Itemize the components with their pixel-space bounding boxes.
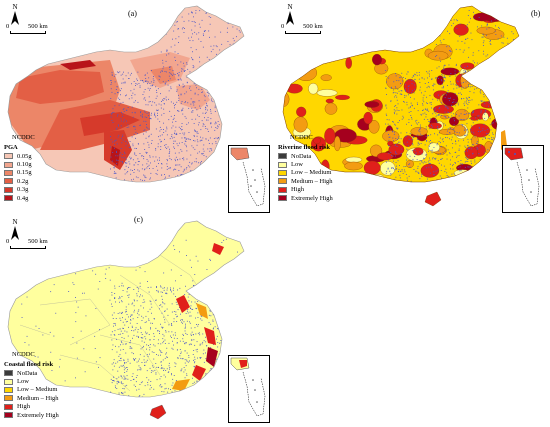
legend-item: Low – Medium: [4, 386, 59, 394]
south-china-sea-inset: [502, 145, 544, 213]
panel-b-riverine-flood-map: N 0 500 km (b) NCDDC: [275, 0, 550, 215]
credit-text: NCDDC: [290, 134, 313, 141]
panel-label: (a): [128, 9, 137, 18]
south-china-sea-inset: [228, 355, 270, 423]
panel-label: (b): [531, 9, 541, 18]
legend-item: NoData: [278, 152, 333, 160]
legend-title: Riverine flood risk: [278, 144, 330, 151]
legend-swatch: [4, 195, 13, 202]
north-arrow: N: [8, 4, 22, 25]
legend-swatch: [278, 153, 287, 160]
legend-swatch: [278, 195, 287, 202]
legend-item: Low: [278, 160, 333, 168]
china-coastal-flood-map: [7, 220, 245, 420]
legend-swatch: [4, 169, 13, 176]
legend-item: 0.05g: [4, 152, 32, 160]
north-arrow: N: [8, 219, 22, 240]
legend-item: Low – Medium: [278, 169, 333, 177]
legend-title: Coastal flood risk: [4, 361, 54, 368]
legend-swatch: [278, 178, 287, 185]
legend-swatch: [4, 186, 13, 193]
legend-item: 0.2g: [4, 177, 32, 185]
legend-swatch: [4, 395, 13, 402]
north-arrow: N: [283, 4, 297, 25]
legend-item: Medium – High: [4, 394, 59, 402]
legend-swatch: [4, 161, 13, 168]
legend-item: 0.4g: [4, 194, 32, 202]
legend-riverine-flood-risk: Riverine flood risk NoData Low Low – Med…: [278, 144, 333, 202]
panel-a-seismic-map: N 0 500 km (a): [0, 0, 275, 215]
panel-label: (c): [134, 215, 143, 224]
north-arrow-icon: [11, 11, 19, 25]
legend-swatch: [4, 378, 13, 385]
china-riverine-flood-map: [282, 5, 520, 207]
legend-swatch: [278, 186, 287, 193]
north-arrow-icon: [286, 11, 294, 25]
legend-swatch: [4, 412, 13, 419]
legend-item: Low: [4, 377, 59, 385]
legend-pga: PGA 0.05g 0.10g 0.15g 0.2g 0.3g 0.4g: [4, 144, 32, 202]
panel-c-coastal-flood-map: N 0 500 km (c): [0, 215, 275, 427]
china-pga-map: [7, 5, 245, 183]
legend-swatch: [4, 403, 13, 410]
north-arrow-icon: [11, 226, 19, 240]
legend-item: High: [278, 186, 333, 194]
legend-title: PGA: [4, 144, 18, 151]
legend-coastal-flood-risk: Coastal flood risk NoData Low Low – Medi…: [4, 361, 59, 419]
legend-item: NoData: [4, 369, 59, 377]
credit-text: NCDDC: [12, 351, 35, 358]
legend-item: 0.15g: [4, 169, 32, 177]
credit-text: NCDDC: [12, 134, 35, 141]
legend-swatch: [4, 370, 13, 377]
legend-item: Extremely High: [278, 194, 333, 202]
legend-swatch: [4, 178, 13, 185]
legend-item: Extremely High: [4, 411, 59, 419]
legend-item: Medium – High: [278, 177, 333, 185]
legend-item: 0.3g: [4, 186, 32, 194]
legend-swatch: [278, 169, 287, 176]
legend-swatch: [4, 153, 13, 160]
south-china-sea-inset: [228, 145, 270, 213]
legend-swatch: [278, 161, 287, 168]
legend-swatch: [4, 386, 13, 393]
legend-item: High: [4, 403, 59, 411]
legend-item: 0.10g: [4, 160, 32, 168]
